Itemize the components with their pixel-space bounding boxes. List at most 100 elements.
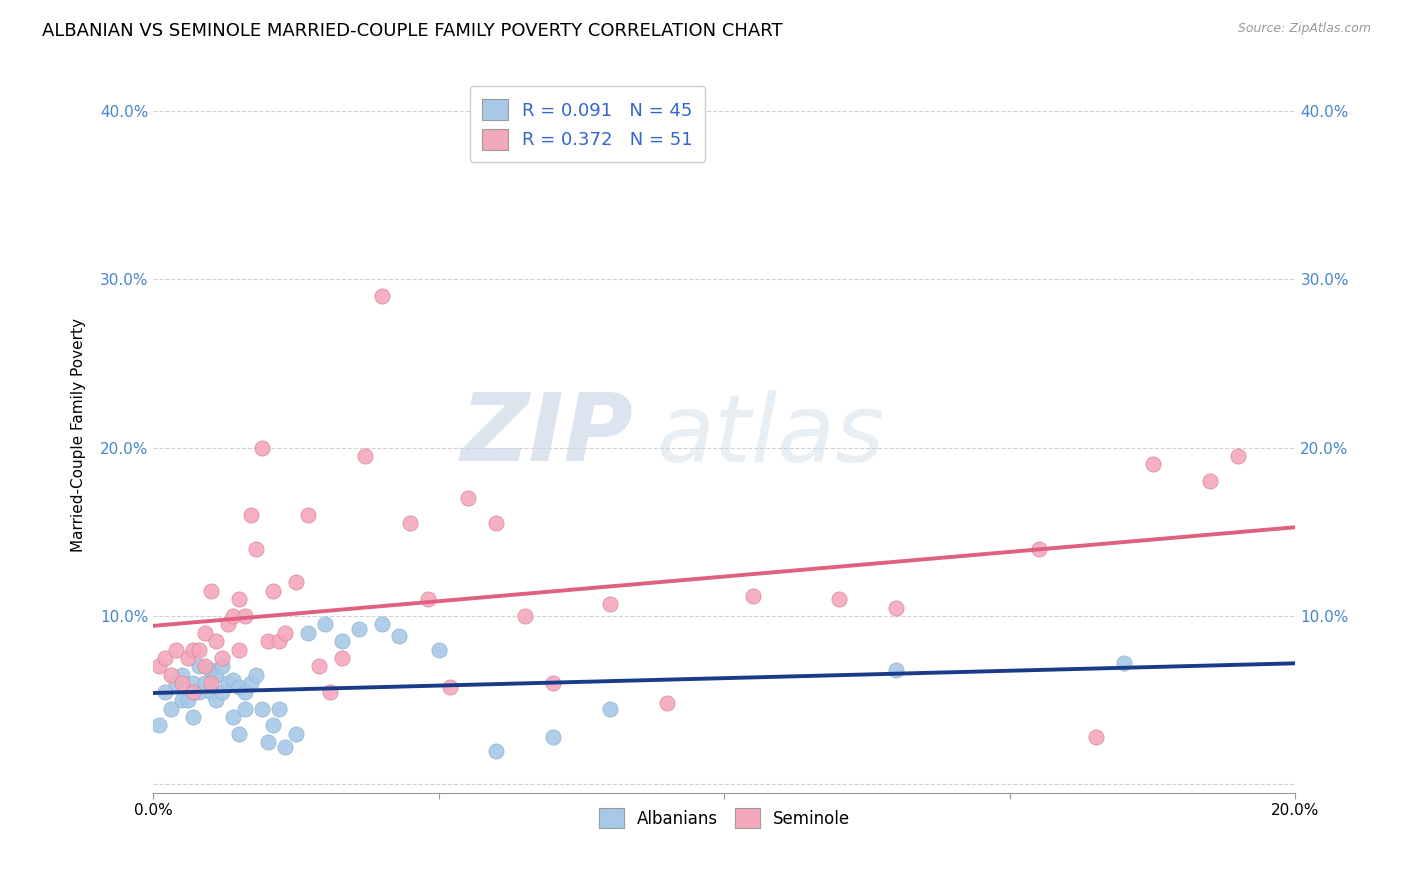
Point (262, 583, 284, 598)
Point (170, 693, 193, 707)
Point (165, 642, 187, 657)
Point (222, 673, 245, 687)
Point (159, 668, 181, 682)
Point (148, 659, 170, 673)
Point (1114, 656, 1136, 670)
Point (153, 684, 176, 698)
Point (205, 668, 228, 682)
Point (228, 680, 250, 694)
Point (1028, 541, 1050, 556)
Point (884, 600, 907, 615)
Point (314, 617, 336, 632)
Point (1084, 730, 1107, 744)
Point (205, 693, 228, 707)
Point (1198, 475, 1220, 489)
Point (485, 743, 508, 757)
Text: ALBANIAN VS SEMINOLE MARRIED-COUPLE FAMILY POVERTY CORRELATION CHART: ALBANIAN VS SEMINOLE MARRIED-COUPLE FAMI… (42, 22, 783, 40)
Point (148, 718, 170, 732)
Point (217, 676, 239, 690)
Point (200, 663, 222, 677)
Point (239, 676, 262, 690)
Point (274, 740, 297, 755)
Point (165, 676, 187, 690)
Point (330, 634, 353, 648)
Point (183, 710, 205, 724)
Point (228, 727, 250, 741)
Point (153, 651, 176, 665)
Point (200, 676, 222, 690)
Point (228, 592, 250, 607)
Point (427, 642, 450, 657)
Point (256, 634, 278, 648)
Point (200, 684, 222, 698)
Point (599, 701, 621, 715)
Point (194, 659, 217, 673)
Point (194, 625, 217, 640)
Point (170, 676, 193, 690)
Point (599, 597, 621, 611)
Text: atlas: atlas (657, 390, 884, 481)
Point (388, 629, 411, 643)
Point (742, 589, 765, 603)
Point (233, 684, 256, 698)
Legend: Albanians, Seminole: Albanians, Seminole (592, 802, 856, 834)
Point (256, 735, 278, 749)
Point (245, 541, 267, 556)
Point (177, 693, 200, 707)
Point (457, 491, 479, 505)
Point (371, 289, 394, 303)
Point (371, 617, 394, 632)
Point (188, 659, 211, 673)
Point (228, 642, 250, 657)
Point (657, 697, 679, 711)
Point (827, 592, 849, 607)
Point (233, 701, 256, 715)
Point (416, 592, 439, 607)
Point (183, 684, 205, 698)
Point (485, 516, 508, 531)
Point (439, 680, 461, 694)
Point (205, 634, 228, 648)
Point (285, 727, 308, 741)
Point (250, 441, 273, 455)
Point (285, 575, 308, 590)
Point (347, 623, 370, 637)
Point (297, 625, 319, 640)
Point (211, 651, 233, 665)
Point (222, 710, 245, 724)
Point (170, 668, 193, 682)
Point (194, 676, 217, 690)
Point (1142, 458, 1164, 472)
Point (211, 659, 233, 673)
Point (269, 634, 291, 648)
Point (399, 516, 422, 531)
Point (541, 676, 564, 690)
Point (262, 718, 284, 732)
Point (177, 651, 200, 665)
Point (188, 642, 211, 657)
Point (250, 701, 273, 715)
Point (211, 684, 233, 698)
Point (233, 609, 256, 624)
Point (239, 508, 262, 522)
Point (269, 701, 291, 715)
Point (353, 449, 375, 463)
Point (330, 651, 353, 665)
Point (297, 508, 319, 522)
Point (541, 730, 564, 744)
Point (159, 701, 181, 715)
Point (217, 617, 239, 632)
Point (188, 684, 211, 698)
Point (1227, 449, 1250, 463)
Point (274, 625, 297, 640)
Y-axis label: Married-Couple Family Poverty: Married-Couple Family Poverty (72, 318, 86, 552)
Text: ZIP: ZIP (460, 389, 633, 481)
Point (308, 659, 330, 673)
Point (513, 609, 536, 624)
Point (245, 668, 267, 682)
Point (183, 642, 205, 657)
Point (222, 609, 245, 624)
Point (319, 684, 342, 698)
Text: Source: ZipAtlas.com: Source: ZipAtlas.com (1237, 22, 1371, 36)
Point (200, 583, 222, 598)
